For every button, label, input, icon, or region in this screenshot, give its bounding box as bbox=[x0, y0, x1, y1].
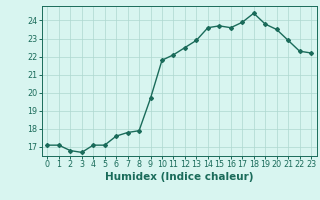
X-axis label: Humidex (Indice chaleur): Humidex (Indice chaleur) bbox=[105, 172, 253, 182]
